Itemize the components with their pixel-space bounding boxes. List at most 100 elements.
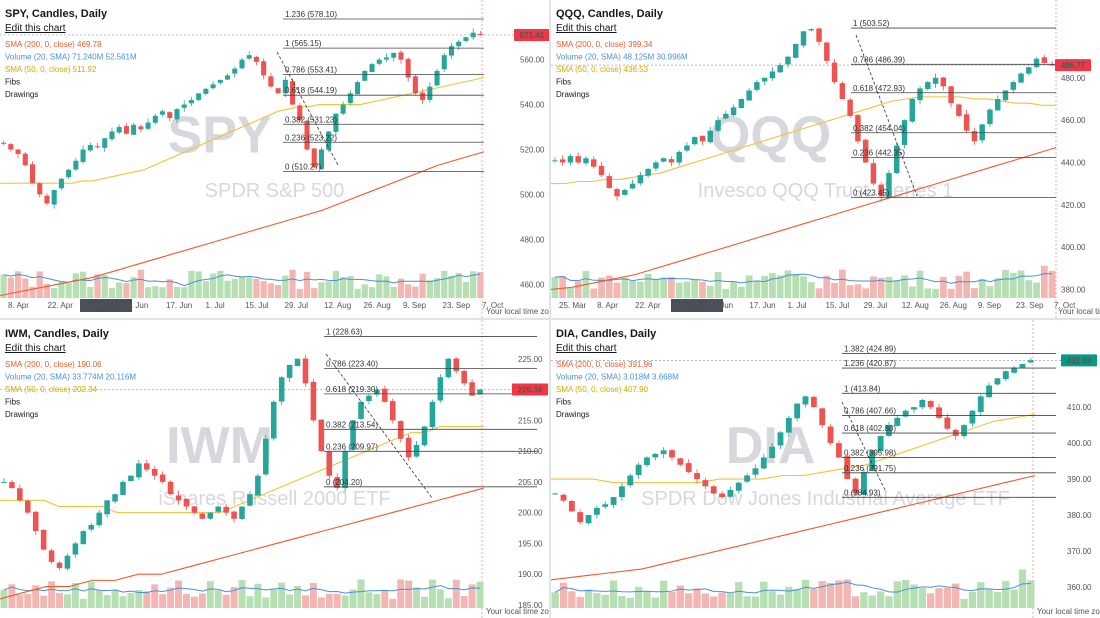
chart-panel-spy[interactable]: SPY SPDR S&P 500 1.236 (578.10) 1 (565.15) 0… — [0, 0, 549, 318]
volume-bar — [462, 281, 470, 298]
edit-chart-link[interactable]: Edit this chart — [5, 343, 66, 354]
volume-bar — [730, 281, 737, 298]
volume-bar — [1002, 580, 1010, 608]
volume-bar — [826, 583, 835, 608]
edit-chart-link[interactable]: Edit this chart — [556, 23, 617, 34]
candle-body — [175, 495, 182, 501]
candle-body — [96, 512, 102, 526]
candle-body — [17, 488, 23, 501]
y-tick-label: 200.00 — [518, 509, 543, 518]
edit-chart-link[interactable]: Edit this chart — [556, 343, 617, 354]
chart-svg-spy: SPY SPDR S&P 500 1.236 (578.10) 1 (565.15) 0… — [0, 0, 549, 318]
volume-bar — [885, 276, 893, 298]
candle-body — [769, 71, 776, 79]
volume-sma-line — [554, 581, 1031, 594]
volume-bar — [14, 271, 22, 298]
volume-bar — [22, 278, 29, 298]
volume-bar — [1010, 589, 1018, 608]
candle-body — [730, 107, 737, 116]
candle-body — [376, 59, 382, 64]
y-tick-label: 370.00 — [1067, 547, 1092, 556]
volume-bar — [71, 582, 79, 608]
volume-bar — [405, 580, 413, 608]
x-tick-label: 26. Aug — [940, 301, 967, 310]
candle-body — [398, 52, 404, 60]
fib-trend-line — [276, 51, 339, 166]
fib-label: 0.618 (544.19) — [285, 86, 337, 95]
volume-bar — [477, 272, 484, 298]
volume-bar — [195, 271, 202, 298]
timezone-label: Your local time zone — [1037, 607, 1100, 616]
candle-body — [963, 114, 970, 131]
volume-bar — [159, 594, 167, 608]
candle-body — [48, 550, 55, 562]
candle-body — [802, 396, 809, 405]
y-tick-label: 390.00 — [1067, 475, 1092, 484]
volume-bar — [551, 277, 559, 298]
chart-panel-dia[interactable]: DIA SPDR Dow Jones Industrial Average ETF… — [551, 320, 1100, 618]
fib-label: 0.618 (472.93) — [853, 84, 905, 93]
fib-label: 0.618 (219.30) — [326, 385, 378, 394]
watermark-name: SPDR Dow Jones Industrial Average ETF — [641, 488, 1010, 510]
timezone-label: Your local time zone — [486, 607, 549, 616]
fib-label: 1.236 (420.87) — [844, 359, 896, 368]
volume-bar — [652, 279, 660, 298]
y-tick-label: 190.00 — [518, 570, 543, 579]
candle-body — [136, 463, 142, 478]
candle-body — [51, 189, 57, 205]
candle-body — [877, 435, 884, 452]
candle-body — [389, 401, 396, 421]
timezone-label: Your local time zone — [486, 307, 549, 316]
candle-body — [614, 189, 620, 197]
volume-bar — [397, 278, 405, 298]
volume-bar — [159, 287, 166, 298]
edit-chart-link[interactable]: Edit this chart — [5, 23, 66, 34]
indicator-legend: Drawings — [556, 90, 589, 99]
sma200-line — [551, 474, 1036, 581]
price-tag-label: 486.77 — [1061, 61, 1086, 70]
candle-body — [971, 131, 978, 142]
volume-sma-line — [3, 584, 481, 594]
candle-body — [917, 88, 923, 101]
volume-bar — [347, 275, 354, 298]
fib-label: 1.236 (578.10) — [285, 10, 337, 19]
candle-body — [369, 64, 375, 72]
candle-body — [694, 473, 700, 480]
candle-body — [120, 481, 126, 496]
candle-body — [744, 475, 751, 482]
volume-bar — [977, 582, 985, 608]
candle-body — [174, 109, 180, 120]
volume-bar — [390, 286, 397, 298]
volume-bar — [32, 585, 40, 608]
candle-body — [827, 426, 834, 444]
volume-bar — [436, 589, 444, 608]
volume-bar — [935, 588, 943, 608]
volume-bar — [726, 593, 735, 608]
volume-bar — [613, 282, 621, 298]
volume-bar — [365, 592, 373, 608]
candle-body — [196, 93, 202, 100]
candle-body — [183, 498, 190, 507]
candle-body — [382, 388, 388, 402]
candle-body — [383, 57, 390, 60]
volume-bar — [262, 597, 270, 608]
price-tag — [514, 28, 549, 41]
candle-body — [207, 512, 214, 519]
volume-bar — [1040, 265, 1048, 298]
price-tag — [512, 383, 548, 396]
candle-body — [754, 82, 760, 90]
fib-label: 0.786 (223.40) — [326, 360, 378, 369]
fib-label: 0.236 (391.75) — [844, 464, 896, 473]
volume-bar — [846, 285, 854, 298]
candle-body — [637, 175, 644, 184]
candle-body — [268, 76, 274, 87]
candle-body — [128, 475, 134, 482]
fib-label: 0 (510.27) — [285, 162, 322, 171]
x-tick-label: 22. Apr — [635, 301, 661, 310]
indicator-legend: Volume (20, SMA) 71.240M 52.561M — [5, 53, 137, 62]
chart-panel-iwm[interactable]: IWM iShares Russell 2000 ETF 1 (228.63) 0.7… — [0, 320, 549, 618]
indicator-legend: Fibs — [5, 398, 20, 407]
candle-body — [102, 138, 108, 148]
candle-body — [477, 389, 483, 395]
